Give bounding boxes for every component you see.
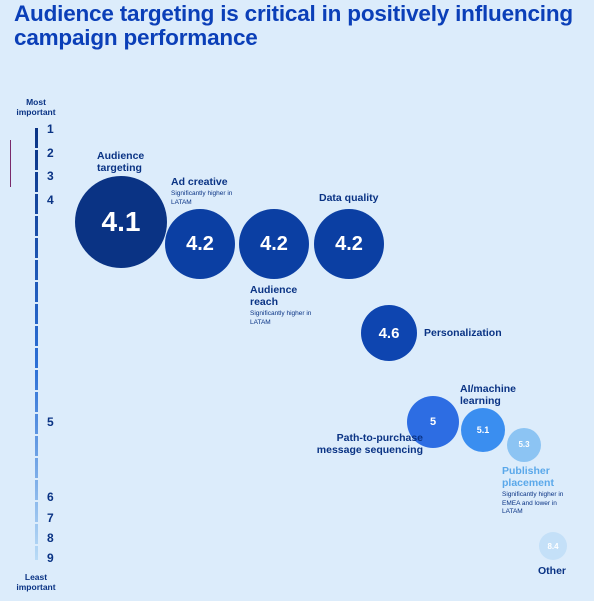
y-top-label: Most important (16, 97, 56, 117)
bubble-label-group: Publisher placement Significantly higher … (502, 465, 574, 517)
bubble: 4.1 (75, 176, 167, 269)
bubble-label-group: AI/machine learning (460, 383, 530, 407)
bubble: 5.3 (507, 427, 541, 462)
bubble: 4.2 (239, 209, 309, 280)
bubble: 8.4 (539, 532, 567, 560)
bubble-label-group: Audience reach Significantly higher in LA… (250, 284, 325, 327)
bubble-label: Personalization (424, 327, 502, 339)
y-tick-label: 8 (47, 531, 54, 545)
y-bottom-label: Least important (16, 572, 56, 592)
y-tick-label: 2 (47, 146, 54, 160)
edge-mark (10, 140, 11, 187)
bubble-label: AI/machine learning (460, 383, 517, 407)
y-tick-label: 6 (47, 490, 54, 504)
bubble-label-group: Audience targeting (97, 150, 157, 174)
y-tick-label: 3 (47, 169, 54, 183)
bubble-label-group: Path-to-purchase message sequencing (303, 432, 423, 456)
y-tick-label: 5 (47, 415, 54, 429)
bubble: 4.2 (314, 209, 384, 280)
y-tick-label: 7 (47, 511, 54, 525)
bubble-label: Publisher placement (502, 465, 554, 489)
bubble-note: Significantly higher in LATAM (250, 310, 312, 326)
bubble-label: Path-to-purchase message sequencing (316, 432, 423, 456)
y-tick-label: 9 (47, 551, 54, 565)
bubble-label-group: Other (538, 565, 578, 577)
bubble-label: Ad creative (171, 176, 228, 188)
bubble-label-group: Data quality (319, 192, 399, 204)
chart-title: Audience targeting is critical in positi… (14, 1, 573, 50)
bubble-label: Data quality (319, 192, 379, 204)
bubble: 5.1 (461, 407, 505, 452)
bubble-label-group: Personalization (424, 327, 519, 339)
bubble-note: Significantly higher in LATAM (171, 190, 233, 206)
y-tick-label: 1 (47, 122, 54, 136)
bubble: 4.2 (165, 209, 235, 280)
bubble: 4.6 (361, 305, 417, 362)
bubble-label: Audience targeting (97, 150, 145, 174)
bubble-label: Audience reach (250, 284, 298, 308)
bubble-note: Significantly higher in EMEA and lower i… (502, 491, 564, 515)
bubble: 5 (407, 396, 459, 448)
bubble-label: Other (538, 565, 567, 577)
bubble-label-group: Ad creative Significantly higher in LATAM (171, 176, 246, 207)
axis-line (35, 128, 38, 560)
y-tick-label: 4 (47, 193, 54, 207)
